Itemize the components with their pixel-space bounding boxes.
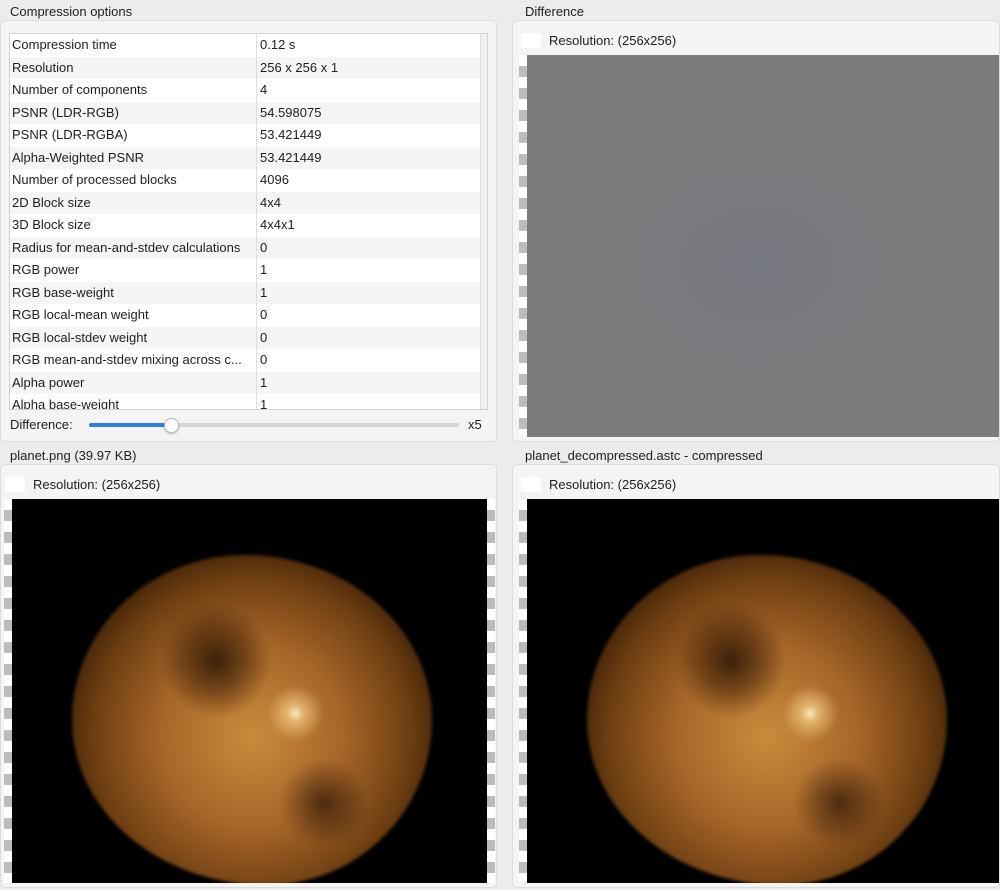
compression-stats-table[interactable]: Compression time 0.12 s Resolution 256 x 25… <box>9 33 488 410</box>
difference-image[interactable] <box>527 55 999 437</box>
color-swatch <box>521 477 541 492</box>
table-row[interactable]: RGB local-stdev weight 0 <box>10 326 487 349</box>
difference-noise <box>587 135 927 395</box>
difference-slider[interactable] <box>89 418 459 433</box>
compressed-image-panel: Resolution: (256x256) <box>512 464 1000 888</box>
source-image-title: planet.png (39.97 KB) <box>10 448 137 463</box>
difference-slider-label: Difference: <box>10 417 73 432</box>
table-cell-key: RGB mean-and-stdev mixing across c... <box>12 352 242 367</box>
table-cell-value: 0 <box>260 352 268 367</box>
checkerboard-strip-left <box>4 499 12 883</box>
color-swatch <box>521 33 541 48</box>
table-cell-value: 1 <box>260 374 268 390</box>
difference-slider-max-label: x5 <box>468 417 482 432</box>
table-cell-value: 54.598075 <box>260 104 322 120</box>
table-cell-value: 1 <box>260 284 268 300</box>
table-cell-key: Compression time <box>12 37 117 52</box>
table-row[interactable]: RGB base-weight 1 <box>10 281 487 304</box>
checkerboard-strip <box>519 55 527 435</box>
table-row[interactable]: Alpha base-weight 1 <box>10 394 487 410</box>
table-cell-value: 53.421449 <box>260 127 322 142</box>
table-cell-key: Alpha base-weight <box>12 397 119 410</box>
table-row[interactable]: RGB mean-and-stdev mixing across c... 0 <box>10 349 487 372</box>
table-cell-key: RGB local-stdev weight <box>12 329 148 345</box>
table-cell-key: RGB base-weight <box>12 284 114 300</box>
checkerboard-strip-right <box>487 499 495 883</box>
table-cell-value: 256 x 256 x 1 <box>260 59 339 75</box>
table-cell-value: 0 <box>260 307 268 322</box>
table-cell-key: Alpha power <box>12 374 85 390</box>
difference-slider-thumb[interactable] <box>164 418 180 433</box>
table-row[interactable]: Alpha-Weighted PSNR 53.421449 <box>10 146 487 169</box>
table-row[interactable]: Resolution 256 x 256 x 1 <box>10 56 487 79</box>
table-row[interactable]: 3D Block size 4x4x1 <box>10 214 487 237</box>
table-cell-value: 0.12 s <box>260 37 296 52</box>
compressed-image[interactable] <box>527 499 999 883</box>
difference-title: Difference <box>525 4 585 19</box>
source-image-panel: Resolution: (256x256) <box>0 464 497 888</box>
table-cell-key: Radius for mean-and-stdev calculations <box>12 239 241 255</box>
compression-options-title: Compression options <box>10 4 133 19</box>
planet-graphic <box>72 555 432 883</box>
table-row[interactable]: Radius for mean-and-stdev calculations 0 <box>10 236 487 259</box>
table-cell-value: 1 <box>260 397 268 410</box>
table-cell-key: 3D Block size <box>12 217 91 232</box>
table-cell-key: PSNR (LDR-RGBA) <box>12 127 128 142</box>
table-cell-key: RGB local-mean weight <box>12 307 149 322</box>
table-scrollbar[interactable] <box>480 34 487 409</box>
checkerboard-strip <box>519 499 527 883</box>
table-row[interactable]: PSNR (LDR-RGB) 54.598075 <box>10 101 487 124</box>
table-row[interactable]: RGB power 1 <box>10 259 487 282</box>
difference-slider-fill <box>89 423 171 427</box>
table-cell-key: Number of components <box>12 82 148 97</box>
table-row[interactable]: Number of components 4 <box>10 79 487 102</box>
compressed-image-title: planet_decompressed.astc - compressed <box>525 448 763 463</box>
table-row[interactable]: Alpha power 1 <box>10 371 487 394</box>
table-cell-key: Resolution <box>12 59 74 75</box>
table-cell-value: 0 <box>260 329 268 345</box>
table-cell-value: 4096 <box>260 172 289 187</box>
color-swatch <box>5 477 25 492</box>
table-cell-value: 4x4x1 <box>260 217 295 232</box>
table-row[interactable]: RGB local-mean weight 0 <box>10 304 487 327</box>
planet-graphic <box>587 555 947 883</box>
table-row[interactable]: Number of processed blocks 4096 <box>10 169 487 192</box>
table-cell-value: 1 <box>260 262 268 277</box>
difference-resolution-label: Resolution: (256x256) <box>549 33 677 48</box>
table-cell-value: 4 <box>260 82 268 97</box>
table-cell-key: Alpha-Weighted PSNR <box>12 149 144 165</box>
table-cell-value: 4x4 <box>260 194 281 210</box>
table-cell-value: 0 <box>260 239 268 255</box>
table-row[interactable]: 2D Block size 4x4 <box>10 191 487 214</box>
table-cell-key: 2D Block size <box>12 194 91 210</box>
source-resolution-label: Resolution: (256x256) <box>33 477 161 492</box>
table-cell-key: Number of processed blocks <box>12 172 177 187</box>
source-image[interactable] <box>12 499 487 883</box>
table-cell-value: 53.421449 <box>260 149 322 165</box>
table-row[interactable]: PSNR (LDR-RGBA) 53.421449 <box>10 124 487 147</box>
difference-panel: Resolution: (256x256) <box>512 20 1000 442</box>
column-separator[interactable] <box>256 34 257 409</box>
table-cell-key: RGB power <box>12 262 80 277</box>
compressed-resolution-label: Resolution: (256x256) <box>549 477 677 492</box>
table-cell-key: PSNR (LDR-RGB) <box>12 104 119 120</box>
table-row[interactable]: Compression time 0.12 s <box>10 34 487 57</box>
